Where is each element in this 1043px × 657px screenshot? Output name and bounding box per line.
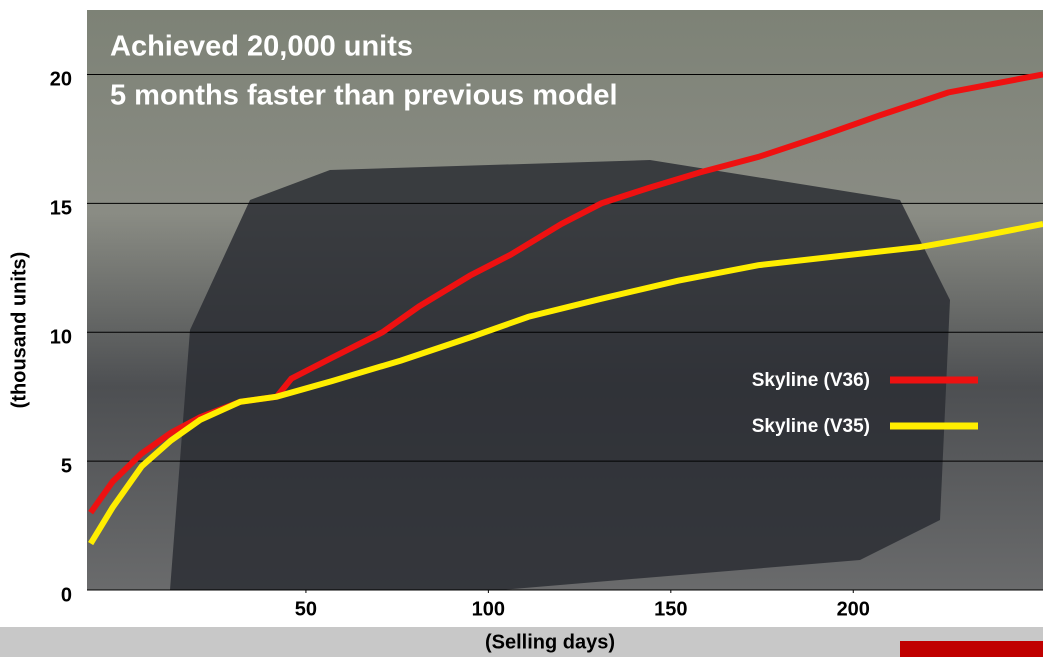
legend-label: Skyline (V35): [752, 416, 870, 437]
series-line: [88, 221, 1043, 546]
y-tick-label: 5: [61, 455, 72, 477]
x-axis-label: (Selling days): [485, 631, 615, 653]
chart-subtitle: 5 months faster than previous model: [110, 80, 618, 112]
footer-bar: [0, 627, 1043, 657]
x-tick-label: 200: [837, 598, 870, 620]
chart-title: Achieved 20,000 units: [110, 31, 413, 63]
x-tick-label: 150: [654, 598, 687, 620]
y-axis-label: (thousand units): [8, 252, 30, 409]
y-tick-label: 20: [50, 69, 72, 91]
legend-label: Skyline (V36): [752, 370, 870, 391]
x-tick-label: 100: [472, 598, 505, 620]
y-tick-label: 15: [50, 198, 72, 220]
series-line: [88, 71, 1043, 515]
x-tick-label: 50: [295, 598, 317, 620]
y-tick-label: 0: [61, 584, 72, 606]
y-tick-label: 10: [50, 327, 72, 349]
footer-accent: [900, 641, 1043, 657]
